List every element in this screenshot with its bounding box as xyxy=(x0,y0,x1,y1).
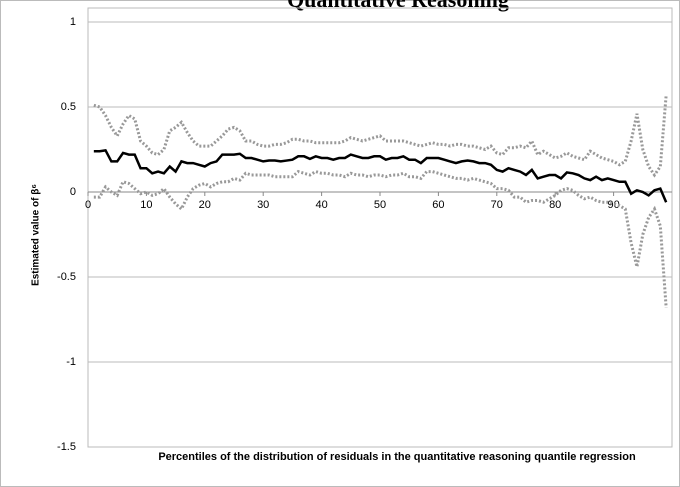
plot-area xyxy=(87,7,673,448)
x-tick-label: 20 xyxy=(199,199,211,211)
x-tick-label: 90 xyxy=(607,199,619,211)
x-tick-label: 30 xyxy=(257,199,269,211)
x-tick-label: 10 xyxy=(140,199,152,211)
x-tick-label: 0 xyxy=(85,199,91,211)
y-tick-label: 1 xyxy=(70,16,76,28)
y-tick-label: -1.5 xyxy=(57,441,76,453)
chart-title: Quantitative Reasoning xyxy=(287,0,509,12)
y-tick-label: -0.5 xyxy=(57,271,76,283)
y-tick-label: 0.5 xyxy=(61,101,76,113)
y-tick-label: 0 xyxy=(70,186,76,198)
x-tick-label: 50 xyxy=(374,199,386,211)
x-tick-label: 40 xyxy=(315,199,327,211)
x-axis-label: Percentiles of the distribution of resid… xyxy=(158,451,636,463)
y-tick-label: -1 xyxy=(66,356,76,368)
y-axis-label: Estimated value of β⁶ xyxy=(31,184,42,286)
x-tick-label: 70 xyxy=(491,199,503,211)
series-line xyxy=(93,94,668,178)
series-line xyxy=(93,148,668,203)
x-tick-label: 80 xyxy=(549,199,561,211)
x-tick-label: 60 xyxy=(432,199,444,211)
series-line xyxy=(93,169,668,308)
